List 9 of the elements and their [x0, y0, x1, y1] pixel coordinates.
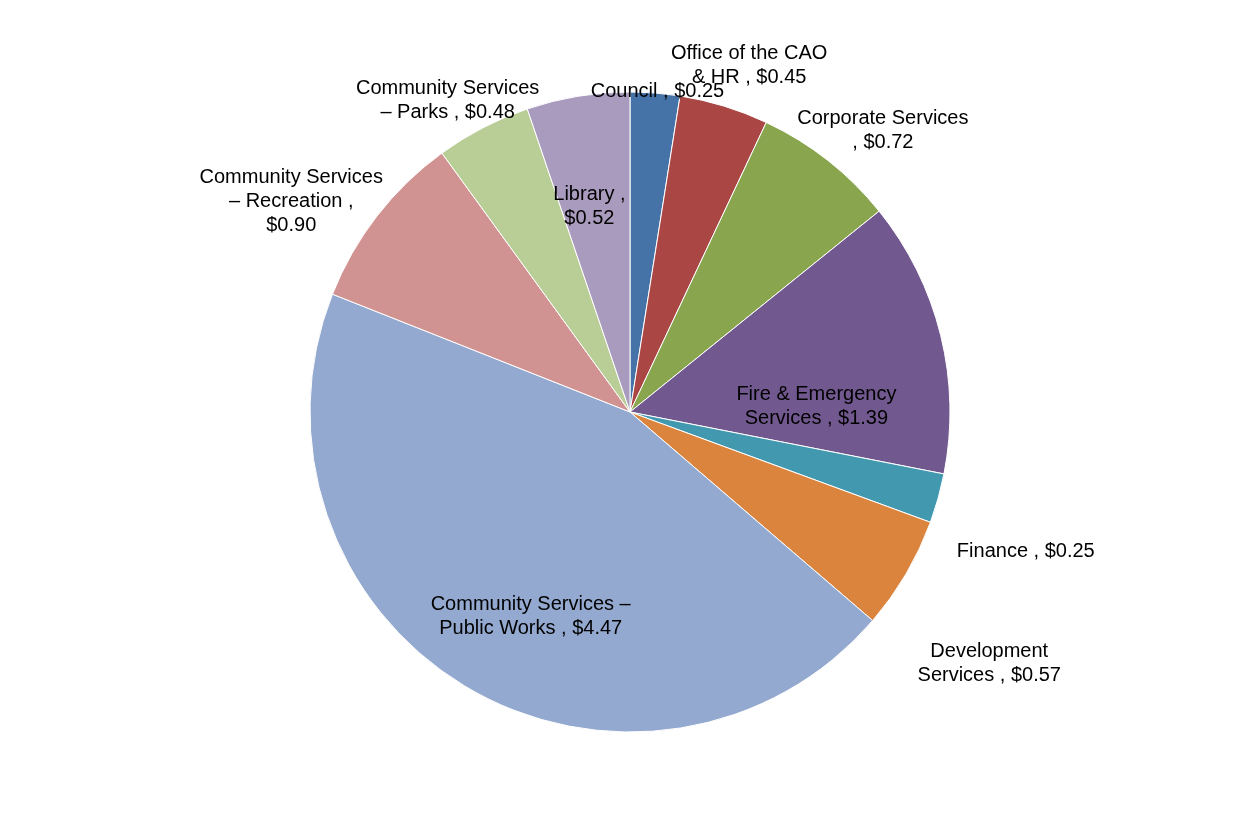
slice-label: Corporate Services — [797, 106, 969, 129]
data-label: , $0.72 — [852, 130, 914, 153]
slice-label: Library , $0.52 — [553, 181, 626, 228]
slice-label: Finance , $0.25 — [956, 538, 1095, 561]
slice-label: Fire & Emergency Services , $1.39 — [736, 382, 897, 429]
slice-label: Community Services – Parks , $0.48 — [355, 75, 540, 122]
slice-label: Development Services , $0.57 — [917, 638, 1061, 685]
slice-label: Community Services – Public Works , $4.47 — [430, 592, 632, 639]
slice-label: Community Services – Recreation , $0.90 — [199, 165, 383, 236]
